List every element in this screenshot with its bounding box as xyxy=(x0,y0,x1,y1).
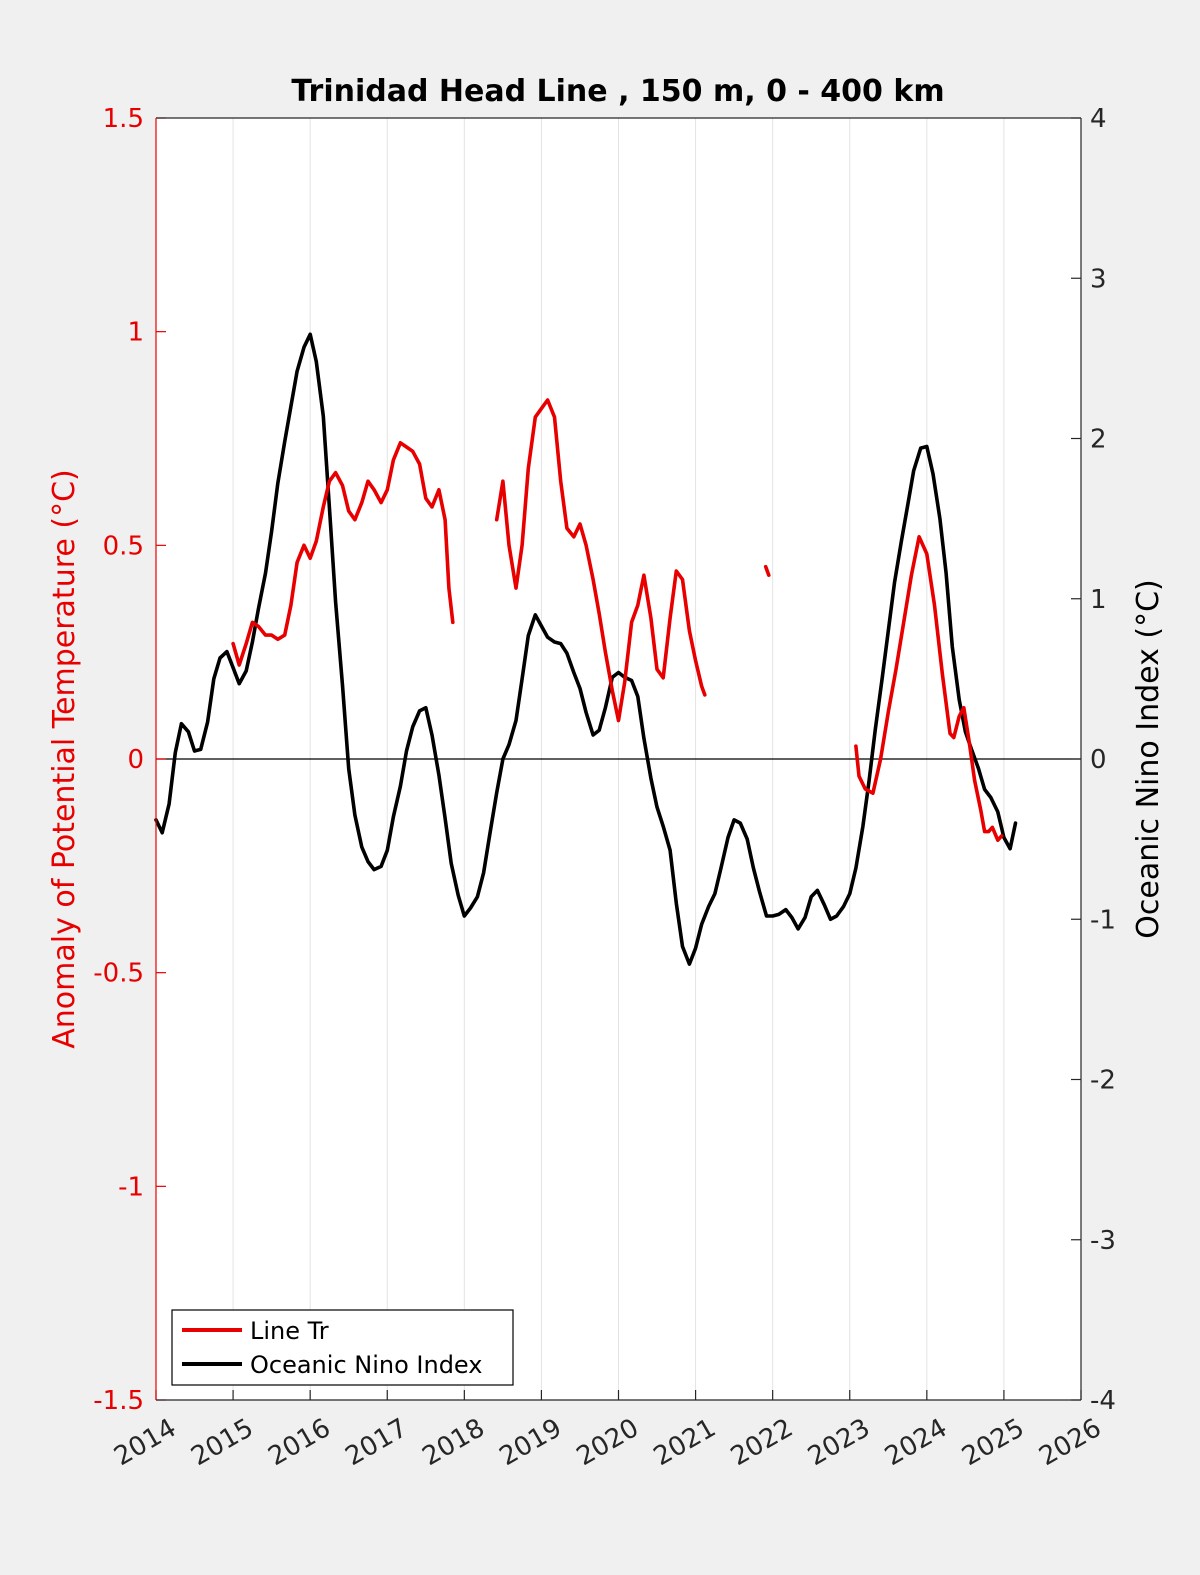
y-left-tick-label: 0 xyxy=(127,745,144,775)
series-line-line-tr xyxy=(763,564,771,578)
y-right-tick-label: -1 xyxy=(1090,905,1116,935)
series-layer xyxy=(154,332,1018,966)
series-line-line-tr xyxy=(231,440,455,667)
y-right-tick-label: 1 xyxy=(1090,585,1107,615)
series-line-line-tr xyxy=(854,534,1004,843)
legend-label-oni: Oceanic Nino Index xyxy=(250,1351,482,1379)
y-axis-left-label: Anomaly of Potential Temperature (°C) xyxy=(47,469,82,1048)
y-right-tick-label: 3 xyxy=(1090,264,1107,294)
legend-box xyxy=(171,1309,514,1386)
y-right-tick-label: -3 xyxy=(1090,1226,1116,1256)
y-left-tick-label: 1 xyxy=(127,318,144,348)
legend: Line Tr Oceanic Nino Index xyxy=(171,1309,514,1386)
y-right-tick-label: 0 xyxy=(1090,745,1107,775)
chart-title: Trinidad Head Line , 150 m, 0 - 400 km xyxy=(291,74,944,109)
y-left-tick-label: 0.5 xyxy=(103,531,144,561)
series-line-oceanic-nino-index xyxy=(154,332,1018,966)
y-left-tick-label: 1.5 xyxy=(103,104,144,134)
y-left-tick-label: -1 xyxy=(118,1172,144,1202)
y-right-tick-label: -4 xyxy=(1090,1386,1116,1416)
legend-label-line-tr: Line Tr xyxy=(250,1317,329,1345)
y-right-tick-label: -2 xyxy=(1090,1066,1116,1096)
series-line-line-tr xyxy=(494,398,707,723)
y-right-tick-label: 2 xyxy=(1090,425,1107,455)
y-left-tick-label: -0.5 xyxy=(93,959,144,989)
y-axis-right-label: Oceanic Nino Index (°C) xyxy=(1131,579,1166,939)
y-left-tick-label: -1.5 xyxy=(93,1386,144,1416)
y-right-tick-label: 4 xyxy=(1090,104,1107,134)
